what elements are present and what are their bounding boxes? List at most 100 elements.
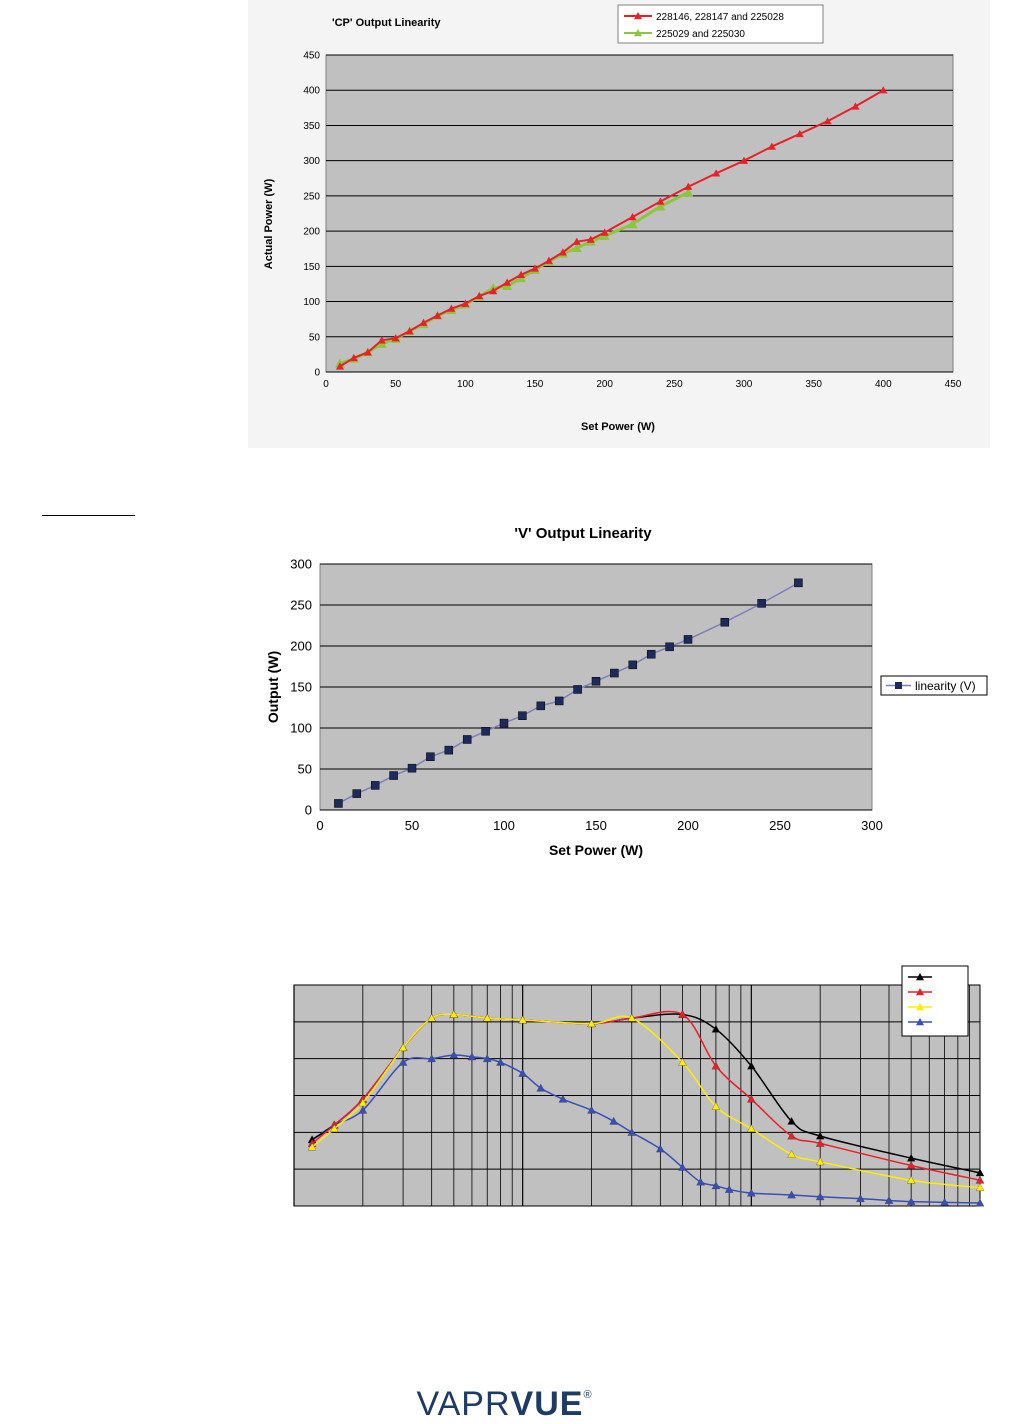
y-tick-label: 400: [303, 86, 320, 97]
data-point-marker: [427, 1054, 436, 1063]
data-point-marker: [711, 1102, 721, 1110]
data-point-marker: [363, 348, 372, 356]
data-point-marker: [427, 1013, 436, 1022]
legend-box: [880, 675, 988, 696]
data-point-marker: [740, 156, 748, 164]
x-tick-label: 450: [945, 379, 962, 390]
data-point-marker: [554, 696, 564, 706]
y-tick-label: 300: [303, 156, 320, 167]
legend-entry-label: 225029 and 225030: [656, 29, 745, 40]
data-point-marker: [335, 362, 344, 370]
y-axis-label: Output (W): [265, 651, 281, 723]
legend-entry-label: linearity (V): [915, 679, 976, 693]
data-point-marker: [558, 248, 567, 256]
data-point-marker: [461, 299, 470, 307]
data-point-marker: [665, 642, 674, 652]
data-point-marker: [794, 578, 803, 588]
data-point-marker: [851, 102, 860, 110]
data-point-marker: [377, 336, 386, 344]
data-point-marker: [711, 1061, 721, 1070]
data-point-marker: [358, 1105, 368, 1114]
data-point-marker: [571, 243, 582, 253]
data-point-marker: [684, 182, 693, 190]
data-point-marker: [678, 1163, 687, 1171]
data-point-marker: [856, 1194, 865, 1202]
data-point-marker: [503, 278, 512, 286]
y-tick-label: 50: [309, 332, 321, 343]
x-axis-label: Set Power (W): [581, 421, 655, 433]
section-underline: [42, 515, 135, 516]
frequency-response-chart: [290, 960, 990, 1215]
data-point-marker: [419, 318, 428, 326]
data-point-marker: [398, 1058, 408, 1066]
legend-swatch-marker: [634, 29, 642, 37]
data-point-marker: [391, 334, 400, 342]
data-point-marker: [940, 1198, 949, 1206]
data-point-marker: [656, 1144, 665, 1153]
data-point-marker: [467, 1052, 477, 1061]
data-point-marker: [724, 1185, 734, 1193]
y-tick-label: 50: [298, 762, 312, 777]
data-point-marker: [587, 1105, 596, 1114]
data-point-marker: [646, 649, 656, 659]
legend-swatch-marker: [895, 682, 902, 689]
data-point-marker: [720, 617, 730, 627]
data-point-marker: [481, 727, 490, 736]
data-point-marker: [787, 1190, 796, 1199]
logo-text-light: VAPR: [416, 1385, 511, 1423]
data-point-marker: [462, 735, 472, 744]
data-point-marker: [536, 701, 546, 711]
data-point-marker: [906, 1161, 916, 1169]
data-point-marker: [330, 1124, 339, 1133]
legend-entry-label: 228146, 228147 and 225028: [656, 12, 784, 23]
data-point-marker: [879, 86, 888, 94]
data-point-marker: [787, 1150, 796, 1158]
data-point-marker: [696, 1177, 705, 1186]
data-point-marker: [405, 327, 414, 335]
v-output-linearity-chart: 0 50 100 150 200 250 300 0 50 100 150 200 250 300 'V' …: [258, 515, 998, 865]
data-point-marker: [389, 771, 398, 780]
data-point-marker: [683, 635, 693, 644]
legend-swatch-marker: [916, 973, 924, 981]
data-point-marker: [711, 1024, 721, 1033]
data-point-marker: [518, 1015, 527, 1024]
y-tick-label: 250: [290, 598, 312, 613]
x-tick-label: 100: [457, 379, 474, 390]
data-point-marker: [906, 1197, 916, 1205]
data-point-marker: [975, 1183, 985, 1191]
y-tick-label: 450: [303, 51, 320, 62]
data-point-marker: [610, 668, 619, 678]
data-point-marker: [884, 1196, 894, 1204]
data-point-marker: [627, 219, 638, 229]
legend-swatch-marker: [916, 1018, 924, 1026]
x-tick-label: 0: [323, 379, 329, 390]
data-point-marker: [496, 1058, 505, 1066]
data-point-marker: [767, 142, 776, 150]
data-point-marker: [683, 187, 694, 197]
x-axis-label: Set Power (W): [549, 842, 643, 858]
data-point-marker: [586, 235, 595, 243]
data-point-marker: [370, 781, 380, 790]
cp-chart-svg: 0 50 100 150 200 250 300 350 400 450 0 50 100 150 200 2…: [248, 0, 990, 448]
data-point-marker: [757, 599, 766, 608]
data-point-marker: [536, 1083, 546, 1092]
data-point-marker: [815, 1192, 825, 1201]
data-point-marker: [600, 228, 609, 236]
data-point-marker: [518, 711, 527, 720]
data-point-marker: [678, 1010, 687, 1018]
legend-swatch-marker: [634, 12, 642, 20]
data-point-marker: [489, 286, 498, 295]
x-tick-label: 0: [316, 818, 323, 833]
data-point-marker: [591, 677, 601, 686]
data-point-marker: [518, 1069, 527, 1077]
data-point-marker: [747, 1094, 756, 1103]
series-line: [311, 1054, 981, 1204]
data-point-marker: [747, 1124, 756, 1133]
y-tick-label: 0: [305, 803, 312, 818]
data-point-marker: [352, 789, 362, 798]
data-point-marker: [573, 685, 582, 694]
legend-box: [617, 4, 824, 44]
y-tick-label: 300: [290, 557, 312, 572]
data-point-marker: [711, 1181, 721, 1190]
data-point-marker: [433, 311, 442, 319]
